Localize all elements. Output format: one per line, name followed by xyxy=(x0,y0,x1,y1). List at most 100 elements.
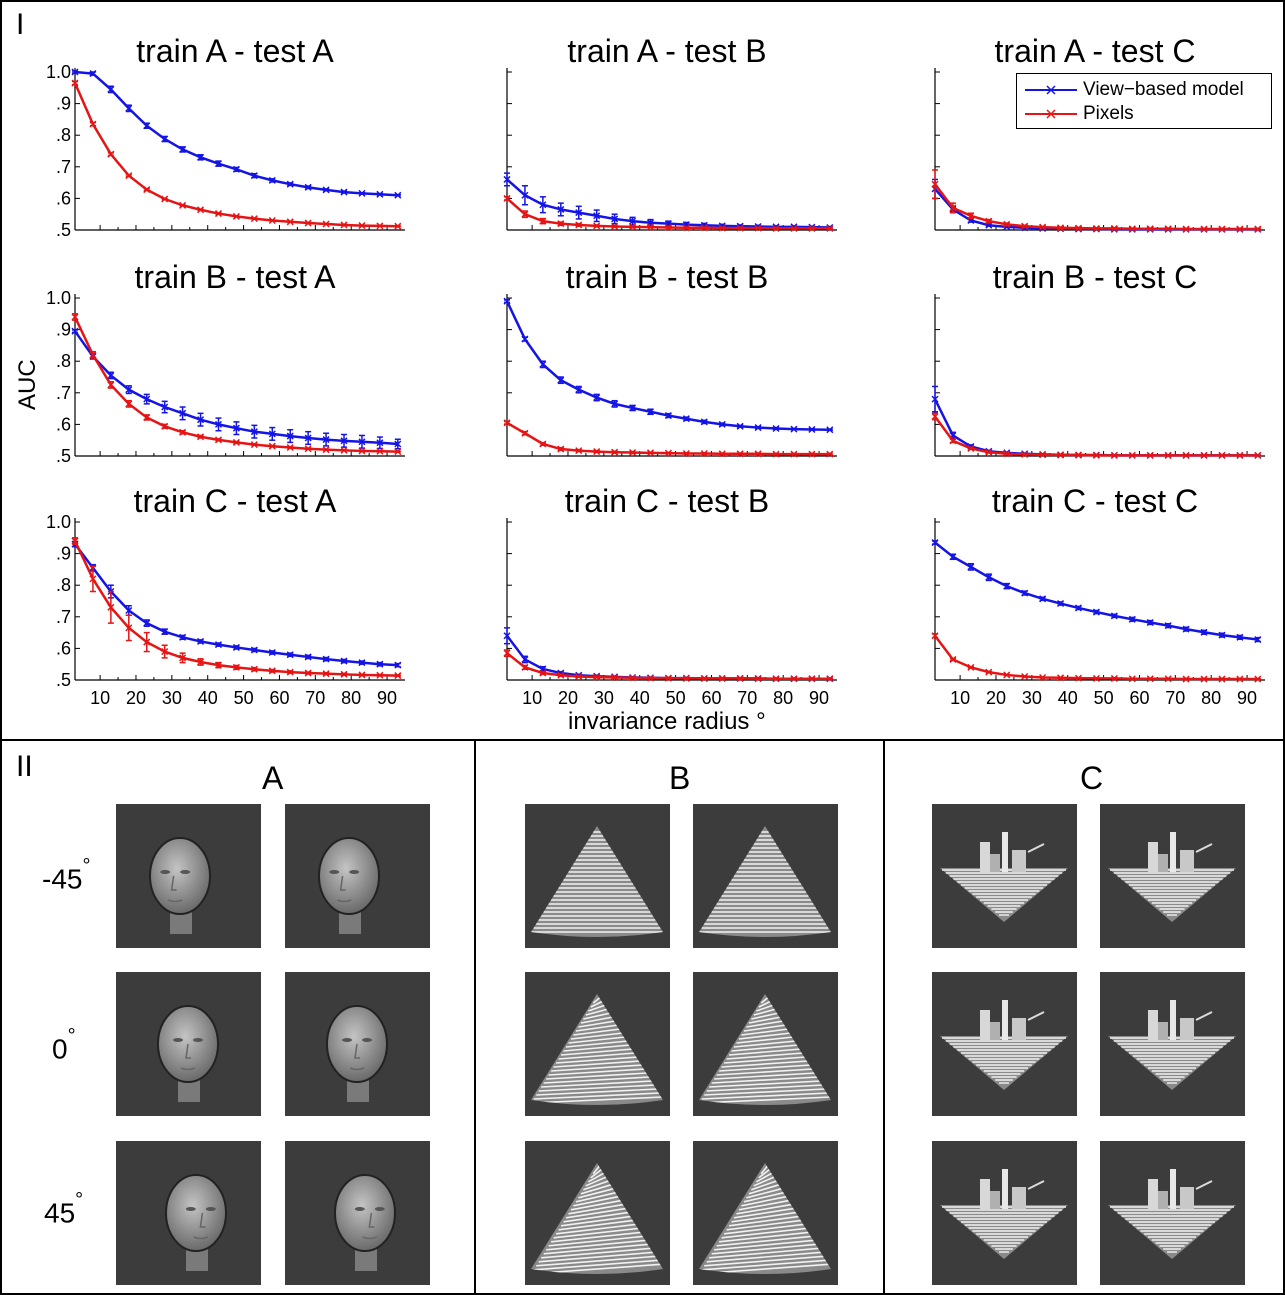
data-point xyxy=(1074,674,1083,682)
stimulus-cone-image xyxy=(693,972,838,1116)
data-point xyxy=(682,449,690,458)
data-point xyxy=(107,371,115,379)
data-point xyxy=(125,400,133,408)
x-tick-label: 60 xyxy=(1129,688,1149,708)
data-point xyxy=(232,165,240,173)
data-point xyxy=(143,619,151,627)
data-point xyxy=(322,655,330,663)
data-point xyxy=(376,660,384,668)
stimulus-face-image xyxy=(116,972,261,1116)
stimulus-cone-image xyxy=(693,1141,838,1285)
data-point xyxy=(125,624,133,632)
data-point xyxy=(107,150,115,158)
data-point xyxy=(700,449,708,458)
data-point xyxy=(1164,622,1172,630)
x-tick-label: 90 xyxy=(809,688,829,708)
data-point xyxy=(250,172,258,180)
data-point xyxy=(376,222,384,230)
data-point xyxy=(232,424,240,432)
y-tick-label: 1.0 xyxy=(46,62,71,82)
data-point xyxy=(575,386,583,394)
x-tick-label: 60 xyxy=(269,688,289,708)
data-point xyxy=(250,646,258,654)
data-point xyxy=(682,415,690,423)
data-point xyxy=(557,445,565,453)
x-tick-label: 30 xyxy=(162,688,182,708)
legend-line-pixels xyxy=(1025,109,1077,119)
data-point xyxy=(646,223,655,231)
stimulus-cone-image xyxy=(525,972,670,1116)
y-tick-label: .8 xyxy=(56,351,71,371)
data-point xyxy=(967,212,975,220)
x-tick-label: 30 xyxy=(1022,688,1042,708)
y-tick-label: .6 xyxy=(56,414,71,434)
data-point xyxy=(232,643,240,651)
data-point xyxy=(1236,451,1244,459)
data-point xyxy=(358,659,366,667)
data-point xyxy=(394,440,402,448)
data-point xyxy=(826,426,834,434)
data-point xyxy=(250,665,258,673)
series-line-pixels xyxy=(934,635,1258,681)
data-point xyxy=(575,447,583,455)
plot-title: train C - test C xyxy=(992,483,1198,519)
data-point xyxy=(250,215,258,223)
data-point xyxy=(232,438,240,446)
data-point xyxy=(754,450,762,458)
data-point xyxy=(611,400,619,408)
data-point xyxy=(557,205,565,213)
x-tick-label: 70 xyxy=(1165,688,1185,708)
data-point xyxy=(1200,451,1208,459)
data-point xyxy=(772,224,780,232)
data-point xyxy=(967,563,975,571)
x-tick-label: 70 xyxy=(305,688,325,708)
data-point xyxy=(214,160,223,168)
panel-I-label: I xyxy=(16,8,25,41)
legend-item-view: View−based model xyxy=(1023,78,1244,102)
data-point xyxy=(1003,671,1011,679)
data-point xyxy=(197,416,205,424)
data-point xyxy=(557,220,565,228)
data-point xyxy=(1182,625,1190,633)
data-point xyxy=(214,661,223,669)
y-tick-label: .9 xyxy=(56,320,71,340)
data-point xyxy=(1218,675,1226,683)
plot-title: train A - test B xyxy=(567,33,766,69)
x-tick-label: 20 xyxy=(126,688,146,708)
data-point xyxy=(1128,615,1136,623)
data-point xyxy=(985,217,993,225)
legend-label-pixels: Pixels xyxy=(1083,103,1134,124)
stimulus-face-image xyxy=(116,1141,261,1285)
x-tick-label: 30 xyxy=(594,688,614,708)
data-point xyxy=(1110,674,1118,682)
data-point xyxy=(304,434,312,442)
data-point xyxy=(161,135,169,143)
data-point xyxy=(89,575,97,583)
data-point xyxy=(772,675,780,683)
x-tick-label: 20 xyxy=(986,688,1006,708)
data-point xyxy=(1254,636,1262,644)
data-point xyxy=(593,448,601,456)
data-point xyxy=(539,201,547,209)
data-point xyxy=(197,153,205,161)
data-point xyxy=(214,436,223,444)
data-point xyxy=(503,175,511,183)
data-point xyxy=(1200,628,1208,636)
plot-8: train C - test B 10 20 30 40 50 60 70 80 90 xyxy=(503,483,837,708)
plot-title: train C - test B xyxy=(565,483,770,519)
legend-line-view xyxy=(1025,85,1077,95)
data-point xyxy=(611,448,619,456)
data-point xyxy=(1003,582,1011,590)
data-point xyxy=(143,638,151,646)
data-point xyxy=(1218,225,1226,233)
data-point xyxy=(521,429,529,437)
data-point xyxy=(1074,224,1083,232)
x-tick-label: 60 xyxy=(701,688,721,708)
data-point xyxy=(179,145,187,153)
data-point xyxy=(394,191,402,199)
y-tick-label: .9 xyxy=(56,544,71,564)
data-point xyxy=(1110,451,1118,459)
y-tick-label: .6 xyxy=(56,188,71,208)
data-point xyxy=(1164,675,1172,683)
